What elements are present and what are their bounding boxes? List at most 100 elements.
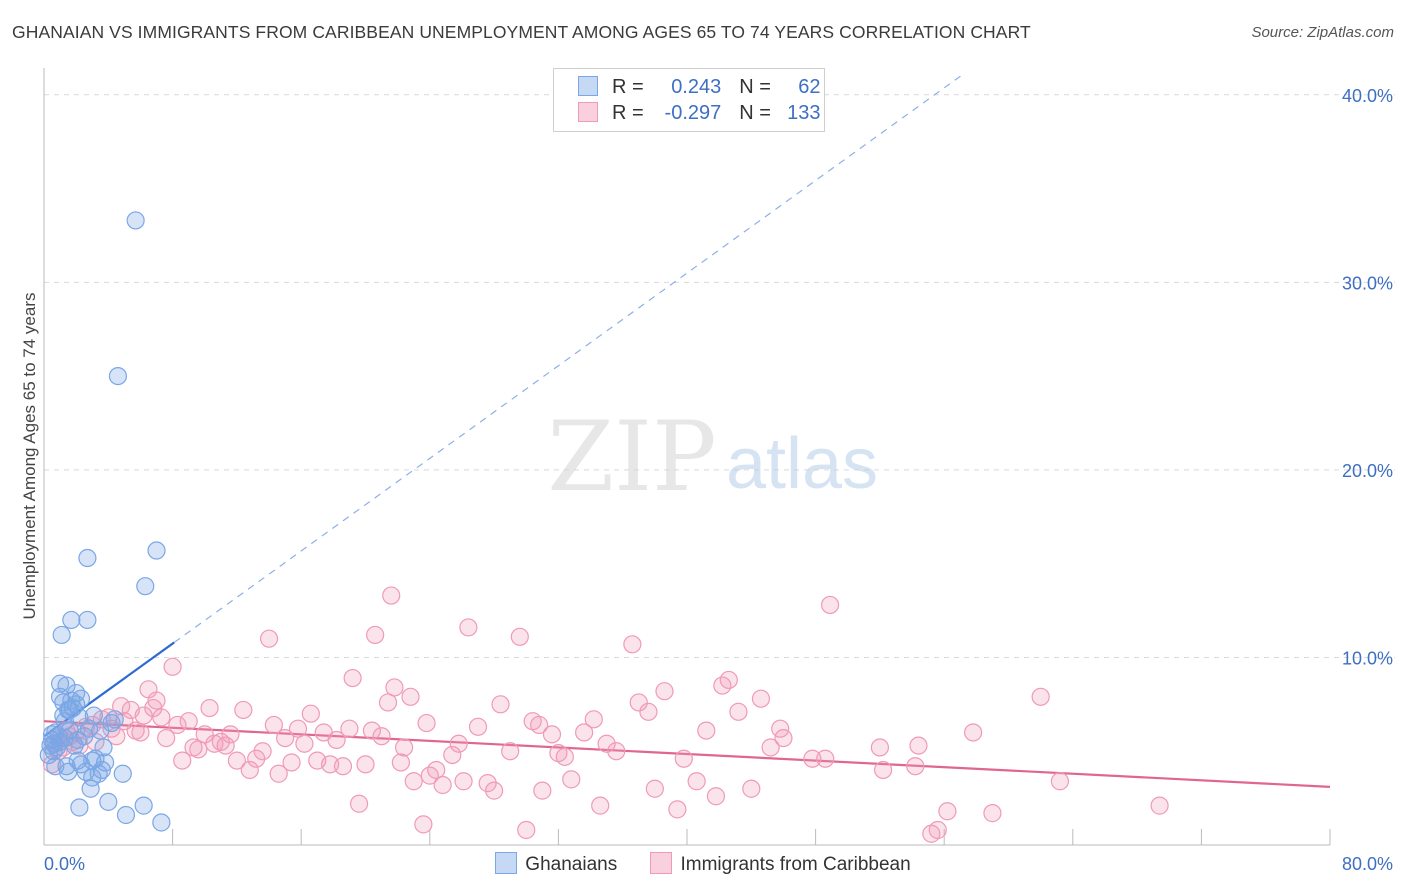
series-label: Ghanaians	[525, 854, 618, 875]
series-legend: Ghanaians Immigrants from Caribbean	[0, 852, 1406, 876]
point-caribbean	[404, 772, 423, 791]
point-ghanaian	[65, 736, 84, 755]
point-caribbean	[221, 725, 240, 744]
point-caribbean	[327, 730, 346, 750]
watermark-zip: ZIP	[547, 401, 716, 513]
point-caribbean	[200, 698, 219, 718]
watermark-atlas: atlas	[726, 424, 878, 504]
point-ghanaian	[84, 706, 103, 725]
point-ghanaian	[99, 792, 118, 811]
point-ghanaian	[81, 779, 100, 798]
point-caribbean	[417, 713, 436, 733]
point-caribbean	[147, 691, 166, 710]
trend-caribbean	[44, 720, 1330, 788]
point-caribbean	[485, 781, 504, 800]
point-ghanaian	[52, 625, 71, 645]
point-caribbean	[909, 736, 928, 755]
series-legend-caribbean[interactable]: Immigrants from Caribbean	[650, 852, 911, 876]
point-caribbean	[459, 618, 478, 637]
y-tick-label: 30.0%	[1342, 273, 1393, 293]
point-ghanaian	[95, 753, 115, 772]
point-caribbean	[584, 710, 603, 729]
point-caribbean	[333, 757, 353, 776]
point-ghanaian	[55, 712, 74, 731]
point-ghanaian	[44, 742, 63, 761]
point-caribbean	[468, 717, 488, 736]
point-caribbean	[227, 751, 246, 770]
point-caribbean	[301, 704, 320, 723]
point-caribbean	[964, 723, 983, 742]
point-caribbean	[820, 595, 840, 615]
point-caribbean	[295, 734, 314, 753]
point-caribbean	[240, 760, 259, 780]
point-caribbean	[378, 693, 398, 712]
point-caribbean	[131, 723, 150, 742]
legend-swatch-ghanaians	[578, 76, 598, 96]
point-caribbean	[761, 738, 780, 757]
point-caribbean	[687, 772, 706, 791]
point-caribbean	[454, 772, 473, 791]
point-caribbean	[816, 749, 835, 768]
point-caribbean	[655, 682, 674, 701]
point-caribbean	[247, 749, 266, 768]
point-caribbean	[774, 728, 793, 748]
point-caribbean	[803, 749, 822, 768]
point-ghanaian	[59, 700, 78, 720]
point-caribbean	[433, 775, 452, 795]
axes	[43, 68, 1331, 846]
point-caribbean	[542, 725, 562, 744]
point-ghanaian	[50, 674, 70, 693]
point-caribbean	[928, 820, 947, 840]
point-ghanaian	[71, 689, 91, 708]
point-ghanaian	[134, 796, 153, 815]
point-ghanaian	[105, 710, 124, 729]
point-caribbean	[874, 760, 893, 780]
point-ghanaian	[50, 732, 70, 751]
point-ghanaian	[147, 541, 166, 560]
legend-n-value: 133	[787, 102, 821, 124]
point-caribbean	[530, 715, 549, 735]
point-caribbean	[575, 723, 594, 742]
point-ghanaian	[78, 548, 97, 568]
point-caribbean	[645, 779, 664, 798]
legend-r-value: 0.243	[671, 76, 722, 98]
point-caribbean	[983, 804, 1002, 823]
point-ghanaian	[116, 805, 136, 825]
chart-title: GHANAIAN VS IMMIGRANTS FROM CARIBBEAN UN…	[12, 22, 1031, 42]
point-caribbean	[597, 734, 616, 753]
point-caribbean	[391, 753, 410, 772]
point-caribbean	[343, 668, 362, 688]
point-caribbean	[401, 687, 420, 706]
point-caribbean	[282, 753, 301, 772]
series-swatch-ghanaians	[495, 852, 518, 874]
legend-r-label: R =	[612, 102, 644, 124]
point-caribbean	[491, 695, 510, 714]
point-caribbean	[414, 815, 433, 834]
point-caribbean	[168, 715, 187, 735]
point-caribbean	[152, 708, 171, 727]
legend-swatch-caribbean	[578, 102, 598, 122]
point-caribbean	[385, 678, 404, 697]
correlation-legend: R = 0.243 N = 62 R = -0.297 N = 133	[553, 68, 825, 132]
watermark: ZIP atlas	[547, 401, 878, 513]
trend-ghanaian-extended	[173, 76, 962, 643]
trend-ghanaian	[44, 641, 175, 738]
point-caribbean	[449, 734, 468, 753]
y-axis-label: Unemployment Among Ages 65 to 74 years	[20, 292, 39, 620]
legend-n-label: N =	[739, 102, 771, 124]
point-caribbean	[668, 800, 687, 819]
point-caribbean	[555, 747, 574, 766]
series-legend-ghanaians[interactable]: Ghanaians	[495, 852, 617, 876]
y-tick-label: 40.0%	[1342, 86, 1393, 106]
point-caribbean	[189, 740, 208, 759]
point-caribbean	[276, 728, 295, 748]
legend-n-label: N =	[739, 76, 771, 98]
point-caribbean	[533, 781, 552, 800]
x-tick-label: 0.0%	[44, 854, 85, 874]
series-label: Immigrants from Caribbean	[680, 854, 911, 875]
point-caribbean	[362, 721, 382, 740]
point-caribbean	[729, 702, 748, 721]
point-caribbean	[173, 751, 192, 770]
point-ghanaian	[113, 764, 132, 783]
